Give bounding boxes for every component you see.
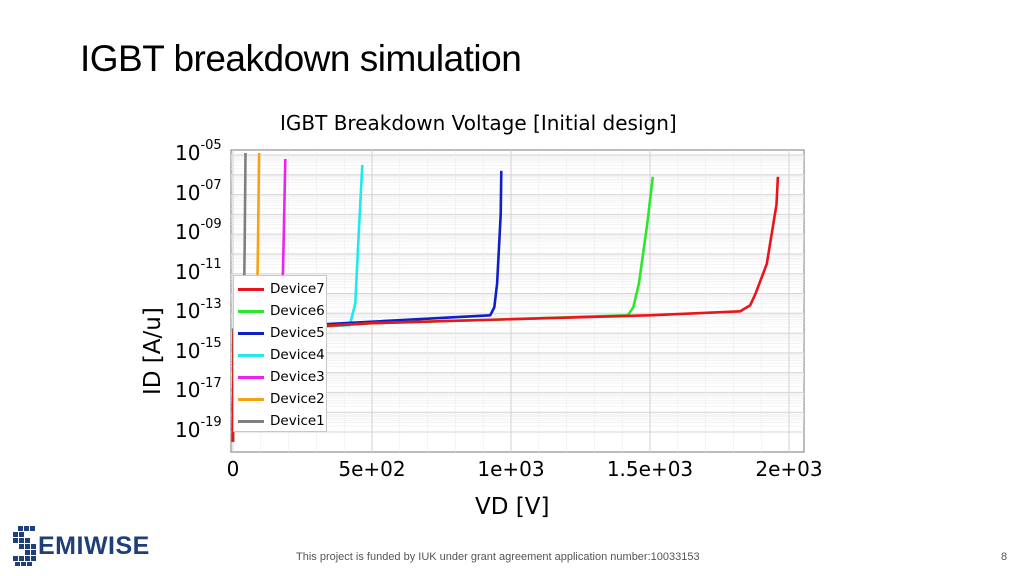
y-tick-base: 10	[175, 378, 201, 403]
y-tick-base: 10	[175, 220, 201, 245]
logo-text: EMIWISE	[38, 531, 150, 560]
legend-label: Device3	[270, 369, 325, 385]
y-tick-base: 10	[175, 259, 201, 284]
y-tick-label: 10-11	[175, 257, 222, 284]
legend-swatch	[238, 419, 264, 423]
y-tick-exponent: -11	[200, 257, 222, 273]
semiwise-logo: EMIWISE	[12, 525, 150, 567]
legend-swatch	[238, 331, 264, 335]
chart-title: IGBT Breakdown Voltage [Initial design]	[280, 111, 677, 135]
legend-label: Device5	[270, 325, 325, 341]
y-tick-exponent: -19	[200, 415, 222, 431]
y-tick-exponent: -17	[200, 375, 222, 391]
legend-label: Device1	[270, 413, 325, 429]
x-tick-label: 1e+03	[477, 457, 545, 481]
y-tick-base: 10	[175, 338, 201, 363]
y-tick-exponent: -09	[200, 217, 222, 233]
legend-item: Device7	[234, 278, 326, 300]
y-tick-exponent: -13	[200, 296, 222, 312]
y-tick-base: 10	[175, 418, 201, 442]
legend-swatch	[238, 397, 264, 401]
funding-footer: This project is funded by IUK under gran…	[296, 551, 700, 563]
legend-item: Device3	[234, 366, 326, 388]
y-tick-label: 10-05	[175, 138, 222, 165]
legend-item: Device1	[234, 410, 326, 432]
legend-label: Device7	[270, 281, 325, 297]
logo-s-icon	[13, 526, 36, 566]
page-number: 8	[1001, 551, 1008, 563]
y-tick-base: 10	[175, 141, 201, 165]
slide-title: IGBT breakdown simulation	[80, 38, 522, 79]
legend-label: Device2	[270, 391, 325, 407]
legend-swatch	[238, 375, 264, 379]
x-axis-label: VD [V]	[475, 494, 550, 520]
chart-legend: Device7 Device6 Device5 Device4 Device3 Devic…	[233, 275, 327, 432]
y-tick-exponent: -07	[200, 177, 222, 193]
y-tick-exponent: -15	[200, 336, 222, 352]
legend-item: Device5	[234, 322, 326, 344]
y-tick-label: 10-07	[175, 177, 222, 205]
legend-item: Device4	[234, 344, 326, 366]
y-axis-label: ID [A/u]	[140, 307, 166, 395]
x-tick-label: 5e+02	[338, 457, 406, 481]
legend-item: Device6	[234, 300, 326, 322]
y-tick-label: 10-15	[175, 336, 222, 363]
y-tick-base: 10	[175, 180, 201, 205]
y-tick-exponent: -05	[200, 138, 222, 154]
legend-label: Device6	[270, 303, 325, 319]
y-tick-label: 10-17	[175, 375, 222, 403]
y-tick-label: 10-19	[175, 415, 222, 442]
y-tick-label: 10-09	[175, 217, 222, 245]
legend-swatch	[238, 287, 264, 291]
x-tick-label: 2e+03	[755, 457, 823, 481]
legend-label: Device4	[270, 347, 325, 363]
x-tick-label: 0	[226, 457, 240, 481]
x-tick-label: 1.5e+03	[606, 457, 694, 481]
legend-swatch	[238, 309, 264, 313]
y-tick-label: 10-13	[175, 296, 222, 324]
y-tick-base: 10	[175, 299, 201, 324]
legend-item: Device2	[234, 388, 326, 410]
legend-swatch	[238, 353, 264, 357]
